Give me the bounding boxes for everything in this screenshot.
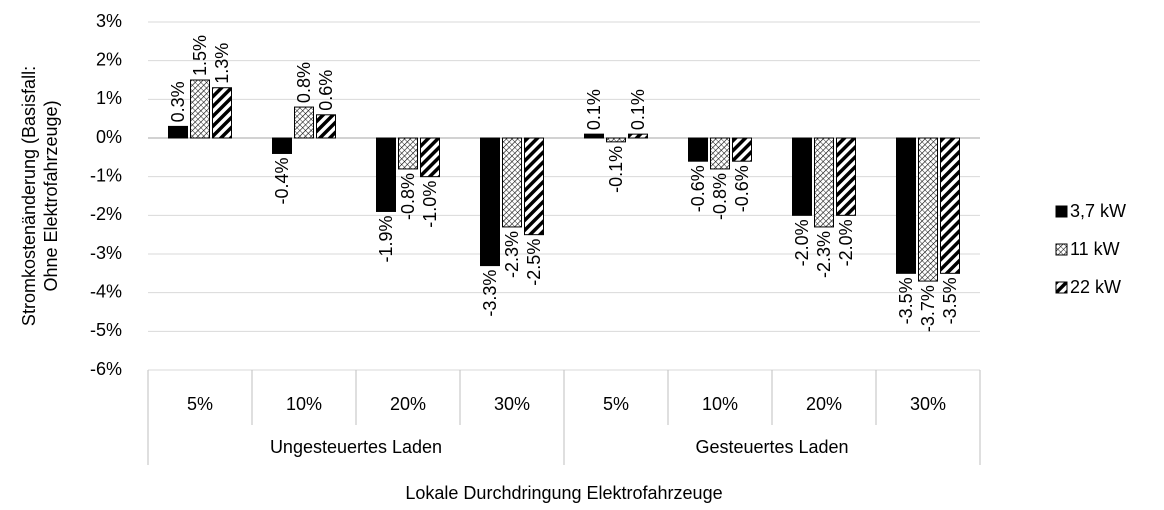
x-tick-label: 30% xyxy=(494,394,530,414)
y-tick-label: -2% xyxy=(90,204,122,224)
bar xyxy=(480,137,500,267)
y-axis-title: Stromkostenänderung (Basisfall: xyxy=(19,66,39,326)
y-tick-label: -4% xyxy=(90,281,122,301)
value-label: -2.0% xyxy=(836,219,856,266)
value-label: -0.8% xyxy=(398,173,418,220)
value-label: 0.1% xyxy=(628,89,648,130)
bar xyxy=(398,137,418,170)
group-label: Ungesteuertes Laden xyxy=(270,437,442,457)
legend-swatch xyxy=(1055,205,1068,218)
y-tick-label: -1% xyxy=(90,165,122,185)
x-tick-label: 5% xyxy=(603,394,629,414)
legend-label: 3,7 kW xyxy=(1070,201,1126,221)
y-tick-label: -5% xyxy=(90,320,122,340)
legend-label: 22 kW xyxy=(1070,277,1121,297)
value-label: -1.0% xyxy=(420,181,440,228)
bar xyxy=(940,137,960,274)
value-label: -3.5% xyxy=(940,277,960,324)
value-label: 0.1% xyxy=(584,89,604,130)
x-tick-label: 10% xyxy=(286,394,322,414)
value-label: -1.9% xyxy=(376,215,396,262)
value-label: 0.6% xyxy=(316,70,336,111)
value-label: -2.3% xyxy=(814,231,834,278)
bar xyxy=(792,137,812,216)
group-label: Gesteuertes Laden xyxy=(695,437,848,457)
value-label: 1.3% xyxy=(212,43,232,84)
bar xyxy=(688,137,708,162)
value-label: 1.5% xyxy=(190,35,210,76)
x-tick-label: 5% xyxy=(187,394,213,414)
bar xyxy=(190,79,210,139)
value-label: -0.6% xyxy=(688,165,708,212)
value-label: -3.5% xyxy=(896,277,916,324)
bar xyxy=(420,137,440,178)
bar xyxy=(584,133,604,139)
bar xyxy=(502,137,522,228)
y-tick-label: 0% xyxy=(96,127,122,147)
x-axis-title: Lokale Durchdringung Elektrofahrzeuge xyxy=(405,483,722,503)
y-axis-title: Ohne Elektrofahrzeuge) xyxy=(41,100,61,291)
bar xyxy=(168,125,188,139)
y-tick-label: -6% xyxy=(90,359,122,379)
value-label: -0.6% xyxy=(732,165,752,212)
bar xyxy=(212,87,232,139)
value-label: -3.3% xyxy=(480,270,500,317)
x-tick-label: 20% xyxy=(806,394,842,414)
bar xyxy=(836,137,856,216)
bar xyxy=(814,137,834,228)
y-tick-label: 1% xyxy=(96,88,122,108)
value-label: -0.4% xyxy=(272,157,292,204)
y-tick-label: 2% xyxy=(96,49,122,69)
bar xyxy=(376,137,396,212)
legend-label: 11 kW xyxy=(1070,239,1120,259)
legend-swatch xyxy=(1055,281,1068,294)
value-label: -2.3% xyxy=(502,231,522,278)
x-tick-label: 30% xyxy=(910,394,946,414)
bar xyxy=(918,137,938,282)
y-tick-label: 3% xyxy=(96,11,122,31)
value-label: -3.7% xyxy=(918,285,938,332)
bar xyxy=(316,114,336,139)
value-label: 0.8% xyxy=(294,62,314,103)
value-label: -2.5% xyxy=(524,239,544,286)
x-tick-label: 10% xyxy=(702,394,738,414)
bar xyxy=(272,137,292,154)
value-label: -0.8% xyxy=(710,173,730,220)
x-tick-label: 20% xyxy=(390,394,426,414)
y-tick-label: -3% xyxy=(90,243,122,263)
bar xyxy=(896,137,916,274)
bar xyxy=(606,137,626,143)
bar xyxy=(294,106,314,139)
bar xyxy=(710,137,730,170)
bar xyxy=(524,137,544,236)
bar xyxy=(628,133,648,139)
value-label: -2.0% xyxy=(792,219,812,266)
value-label: -0.1% xyxy=(606,146,626,193)
legend-swatch xyxy=(1055,243,1068,256)
value-label: 0.3% xyxy=(168,81,188,122)
bar xyxy=(732,137,752,162)
